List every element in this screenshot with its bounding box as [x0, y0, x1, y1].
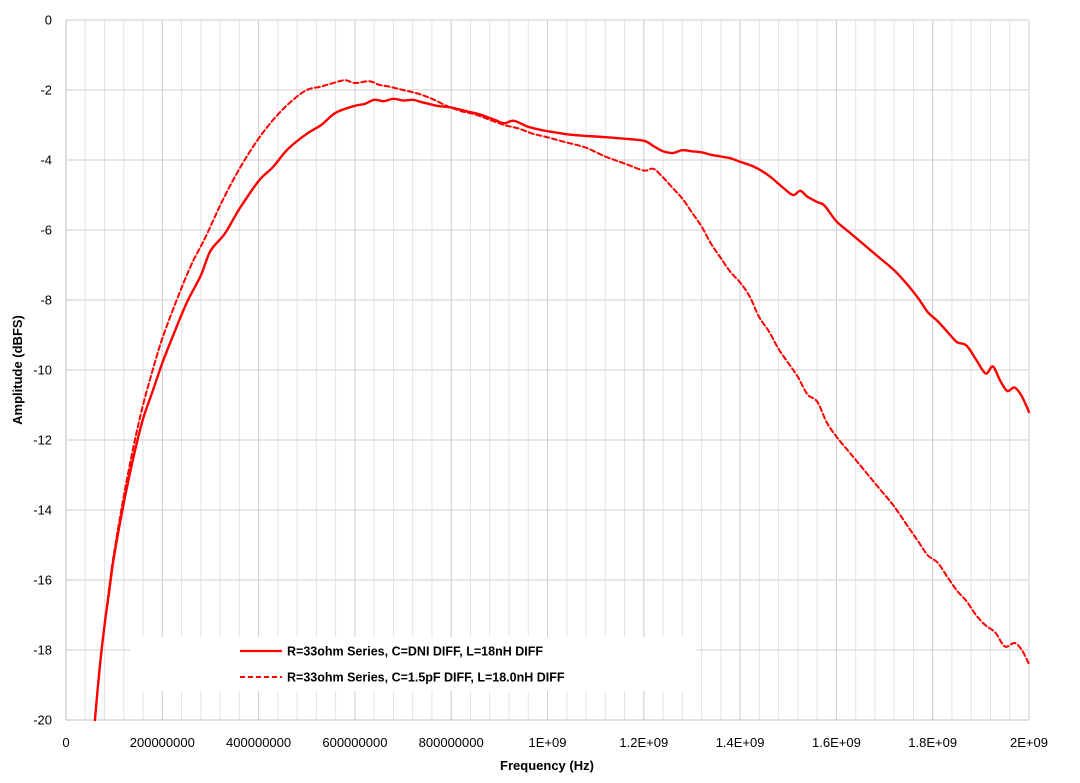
x-tick-label: 0: [62, 735, 69, 750]
y-tick-label: -2: [40, 83, 52, 98]
x-tick-labels: 0 200000000 400000000 600000000 800000000 1E+…: [62, 735, 1048, 750]
y-tick-label: -20: [33, 713, 52, 728]
y-tick-label: -16: [33, 573, 52, 588]
y-tick-label: -18: [33, 643, 52, 658]
x-tick-label: 800000000: [419, 735, 484, 750]
axes: [65, 20, 1029, 721]
legend-background: [130, 637, 696, 691]
y-tick-label: -8: [40, 293, 52, 308]
major-gridlines: [65, 19, 1030, 721]
series-line-2: [93, 79, 1030, 721]
x-tick-label: 1.6E+09: [812, 735, 861, 750]
x-tick-label: 400000000: [226, 735, 291, 750]
x-tick-label: 1E+09: [529, 735, 567, 750]
y-axis-title: Amplitude (dBFS): [10, 315, 25, 425]
x-tick-label: 1.4E+09: [716, 735, 765, 750]
x-tick-label: 1.8E+09: [908, 735, 957, 750]
y-tick-label: -10: [33, 363, 52, 378]
legend-label-series-1: R=33ohm Series, C=DNI DIFF, L=18nH DIFF: [287, 645, 543, 659]
legend-label-series-2: R=33ohm Series, C=1.5pF DIFF, L=18.0nH D…: [287, 671, 565, 685]
x-tick-label: 200000000: [130, 735, 195, 750]
series-layer: [93, 79, 1031, 722]
y-tick-label: -12: [33, 433, 52, 448]
y-tick-label: -4: [40, 153, 52, 168]
y-tick-label: -14: [33, 503, 52, 518]
x-tick-label: 2E+09: [1010, 735, 1048, 750]
x-axis-title: Frequency (Hz): [500, 758, 594, 773]
y-tick-label: -6: [40, 223, 52, 238]
legend: R=33ohm Series, C=DNI DIFF, L=18nH DIFF …: [130, 637, 696, 691]
x-tick-label: 1.2E+09: [619, 735, 668, 750]
y-tick-labels: 0 -2 -4 -6 -8 -10 -12 -14 -16 -18 -20: [33, 13, 52, 728]
x-tick-label: 600000000: [322, 735, 387, 750]
series-line-1: [93, 97, 1031, 722]
y-tick-label: 0: [45, 13, 52, 28]
